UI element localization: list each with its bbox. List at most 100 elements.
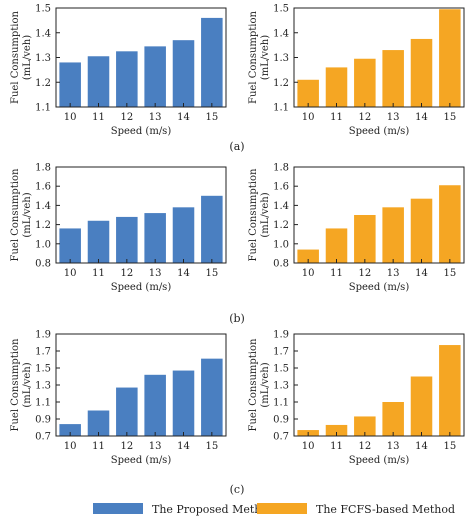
bar-12 bbox=[354, 215, 376, 263]
x-tick-label: 13 bbox=[387, 268, 400, 279]
bar-12 bbox=[116, 51, 138, 107]
x-tick-label: 12 bbox=[120, 112, 133, 123]
x-tick-label: 15 bbox=[205, 112, 218, 123]
bar-14 bbox=[410, 376, 433, 436]
x-tick-label: 11 bbox=[92, 112, 105, 123]
y-tick-label: 1.9 bbox=[35, 330, 51, 341]
charts-group: 1.1 1.2 1.3 1.4 1.5 10 11 12 13 14 15 Speed (m/s) Fu… bbox=[10, 4, 465, 466]
x-tick-label: 12 bbox=[358, 268, 371, 279]
x-axis-label: Speed (m/s) bbox=[111, 126, 172, 137]
x-tick-label: 13 bbox=[149, 441, 162, 452]
x-tick-label: 13 bbox=[387, 112, 400, 123]
plot-frame bbox=[293, 7, 465, 108]
y-tick-label: 1.4 bbox=[35, 201, 51, 212]
bar-12 bbox=[354, 416, 376, 436]
bar-10 bbox=[297, 249, 319, 263]
x-tick-label: 13 bbox=[149, 112, 162, 123]
legend-label-fcfs: The FCFS-based Method bbox=[316, 503, 455, 516]
y-tick-label: 1.4 bbox=[273, 28, 289, 39]
x-tick-label: 11 bbox=[330, 268, 343, 279]
x-tick-label: 14 bbox=[177, 112, 190, 123]
y-tick-label: 1.3 bbox=[273, 53, 289, 64]
bar-11 bbox=[325, 67, 348, 107]
bar-11 bbox=[325, 424, 348, 436]
y-tick-label: 1.6 bbox=[35, 182, 51, 193]
plot-frame bbox=[293, 333, 465, 437]
x-axis-label: Speed (m/s) bbox=[111, 282, 172, 293]
legend-label-proposed: The Proposed Method bbox=[152, 503, 275, 516]
bar-14 bbox=[172, 370, 195, 436]
x-tick-label: 11 bbox=[330, 112, 343, 123]
chart-c-left: 0.7 0.9 1.1 1.3 1.5 1.7 1.9 10 11 12 13 14 15 Speed (… bbox=[10, 330, 227, 466]
bar-14 bbox=[410, 198, 433, 263]
y-tick-label: 1.0 bbox=[35, 239, 51, 250]
x-axis-label: Speed (m/s) bbox=[349, 126, 410, 137]
x-tick-label: 13 bbox=[149, 268, 162, 279]
panel-label-c-text: (c) bbox=[230, 483, 245, 496]
x-tick-label: 15 bbox=[443, 268, 456, 279]
bar-10 bbox=[59, 228, 81, 263]
bar-12 bbox=[354, 58, 376, 107]
y-tick-label: 0.7 bbox=[273, 432, 289, 443]
bar-12 bbox=[116, 216, 138, 263]
bar-11 bbox=[325, 228, 348, 263]
bar-11 bbox=[87, 56, 110, 107]
y-tick-label: 1.4 bbox=[273, 201, 289, 212]
x-tick-label: 12 bbox=[358, 112, 371, 123]
bar-13 bbox=[144, 213, 166, 263]
y-tick-label: 1.2 bbox=[35, 220, 51, 231]
chart-c-right: 0.7 0.9 1.1 1.3 1.5 1.7 1.9 10 11 12 13 14 15 Speed (… bbox=[248, 330, 465, 466]
bar-15 bbox=[201, 195, 223, 263]
x-tick-label: 10 bbox=[64, 112, 77, 123]
bar-14 bbox=[410, 38, 433, 107]
legend: The Proposed Method The FCFS-based Metho… bbox=[93, 503, 455, 516]
y-tick-label: 1.1 bbox=[273, 103, 289, 114]
bar-11 bbox=[87, 410, 110, 436]
x-axis-label: Speed (m/s) bbox=[349, 455, 410, 466]
bar-15 bbox=[439, 345, 461, 436]
chart-b-left: 0.8 1.0 1.2 1.4 1.6 1.8 10 11 12 13 14 15 Speed (m/s… bbox=[10, 163, 227, 293]
y-tick-label: 1.5 bbox=[35, 364, 51, 375]
y-tick-label: 1.8 bbox=[35, 163, 51, 174]
y-tick-label: 1.1 bbox=[273, 398, 289, 409]
y-tick-label: 1.1 bbox=[35, 103, 51, 114]
legend-swatch-fcfs bbox=[257, 503, 307, 514]
bar-13 bbox=[144, 374, 166, 436]
y-axis-label: Fuel Consumption(mL/veh) bbox=[248, 10, 271, 103]
y-tick-label: 0.9 bbox=[273, 415, 289, 426]
y-tick-label: 1.7 bbox=[35, 347, 51, 358]
y-tick-label: 1.8 bbox=[273, 163, 289, 174]
bar-14 bbox=[172, 40, 195, 107]
x-tick-label: 11 bbox=[92, 268, 105, 279]
x-tick-label: 12 bbox=[120, 268, 133, 279]
y-tick-label: 1.6 bbox=[273, 182, 289, 193]
y-tick-label: 1.2 bbox=[273, 78, 289, 89]
panel-label-b: (b) bbox=[229, 312, 245, 325]
x-axis-label: Speed (m/s) bbox=[349, 282, 410, 293]
x-tick-label: 11 bbox=[330, 441, 343, 452]
y-tick-label: 0.9 bbox=[35, 415, 51, 426]
x-tick-label: 15 bbox=[205, 268, 218, 279]
panel-label-a-text: (a) bbox=[229, 140, 244, 153]
plot-frame bbox=[55, 333, 227, 437]
x-tick-label: 10 bbox=[64, 268, 77, 279]
x-tick-label: 13 bbox=[387, 441, 400, 452]
y-axis-label: Fuel Consumption(mL/veh) bbox=[10, 10, 33, 103]
chart-a-left: 1.1 1.2 1.3 1.4 1.5 10 11 12 13 14 15 Speed (m/s) Fu… bbox=[10, 4, 227, 137]
y-axis-label: Fuel Consumption(mL/veh) bbox=[248, 338, 271, 431]
bar-10 bbox=[59, 62, 81, 107]
y-tick-label: 1.7 bbox=[273, 347, 289, 358]
x-tick-label: 14 bbox=[177, 268, 190, 279]
y-tick-label: 1.4 bbox=[35, 28, 51, 39]
plot-frame bbox=[55, 166, 227, 264]
x-tick-label: 12 bbox=[120, 441, 133, 452]
x-tick-label: 14 bbox=[415, 112, 428, 123]
x-tick-label: 15 bbox=[443, 112, 456, 123]
legend-swatch-proposed bbox=[93, 503, 143, 514]
bar-15 bbox=[201, 17, 223, 107]
y-axis-label: Fuel Consumption(mL/veh) bbox=[10, 168, 33, 261]
y-tick-label: 1.5 bbox=[273, 4, 289, 15]
x-tick-label: 12 bbox=[358, 441, 371, 452]
bar-13 bbox=[144, 46, 166, 107]
